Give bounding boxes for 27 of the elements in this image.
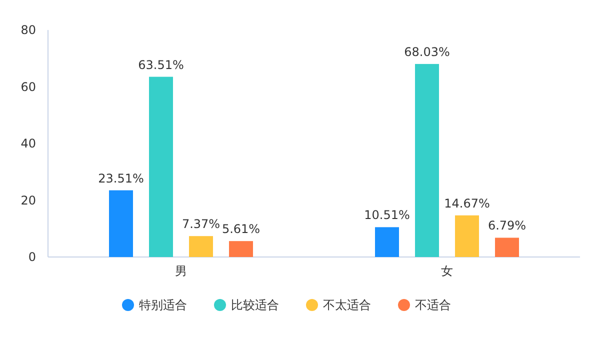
data-label: 63.51% bbox=[138, 58, 184, 72]
legend-label: 特别适合 bbox=[139, 298, 187, 312]
bar bbox=[455, 215, 479, 257]
x-tick-label: 男 bbox=[175, 264, 187, 278]
data-label: 6.79% bbox=[488, 218, 526, 233]
data-label: 14.67% bbox=[444, 196, 490, 210]
bar bbox=[189, 236, 213, 257]
legend-label: 比较适合 bbox=[231, 298, 279, 312]
x-tick-label: 女 bbox=[441, 264, 453, 278]
bar bbox=[229, 241, 253, 257]
data-label: 23.51% bbox=[98, 171, 144, 186]
y-tick-label: 60 bbox=[20, 80, 36, 94]
bar bbox=[495, 238, 519, 257]
bar bbox=[109, 190, 133, 257]
data-label: 10.51% bbox=[364, 208, 410, 222]
y-tick-label: 40 bbox=[20, 136, 36, 150]
y-tick-label: 20 bbox=[20, 193, 36, 208]
bar bbox=[415, 64, 439, 257]
data-label: 5.61% bbox=[222, 222, 260, 236]
data-label: 68.03% bbox=[404, 44, 450, 59]
y-tick-label: 80 bbox=[20, 23, 36, 37]
bar bbox=[375, 227, 399, 257]
bar bbox=[149, 76, 173, 257]
legend-label: 不适合 bbox=[415, 298, 451, 312]
data-label: 7.37% bbox=[182, 217, 220, 232]
legend-label: 不太适合 bbox=[323, 298, 371, 312]
y-tick-label: 0 bbox=[28, 250, 36, 264]
